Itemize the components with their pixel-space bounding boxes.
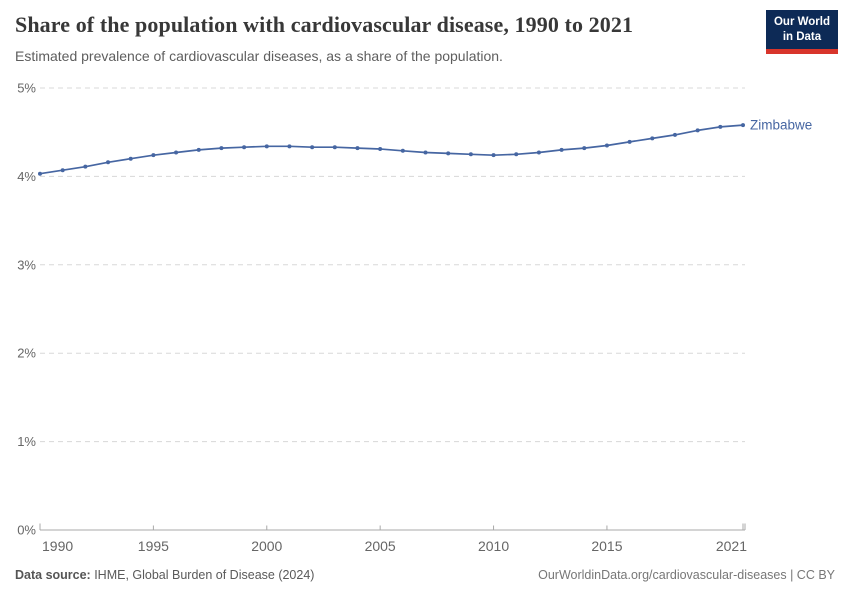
data-point-zimbabwe-2005[interactable]	[378, 146, 383, 151]
owid-logo-line2: in Data	[782, 30, 822, 43]
data-point-zimbabwe-1996[interactable]	[174, 150, 179, 155]
x-tick-label-1995: 1995	[138, 538, 169, 554]
data-point-zimbabwe-2018[interactable]	[672, 132, 677, 137]
x-tick-label-2021: 2021	[716, 538, 747, 554]
data-point-zimbabwe-2020[interactable]	[718, 124, 723, 129]
x-tick-label-2015: 2015	[591, 538, 622, 554]
data-source-label: Data source:	[15, 568, 91, 582]
owid-logo[interactable]: Our World in Data	[765, 10, 838, 54]
data-source-value: IHME, Global Burden of Disease (2024)	[90, 568, 315, 582]
data-point-zimbabwe-2017[interactable]	[650, 136, 655, 141]
data-point-zimbabwe-2002[interactable]	[310, 145, 315, 150]
series-line-zimbabwe[interactable]	[39, 124, 744, 175]
data-point-zimbabwe-1990[interactable]	[38, 171, 42, 176]
attribution-link[interactable]: OurWorldinData.org/cardiovascular-diseas…	[538, 568, 835, 582]
data-point-zimbabwe-2010[interactable]	[491, 153, 496, 158]
data-point-zimbabwe-1998[interactable]	[219, 146, 224, 151]
x-tick-label-1990: 1990	[42, 538, 73, 554]
chart-title: Share of the population with cardiovascu…	[15, 12, 634, 37]
data-point-zimbabwe-2019[interactable]	[695, 128, 700, 133]
y-tick-label-1%: 1%	[17, 434, 36, 449]
y-tick-label-4%: 4%	[17, 169, 36, 184]
y-tick-label-0%: 0%	[17, 523, 36, 538]
line-chart-canvas[interactable]: 0% 1% 2% 3% 4% 5% 1990 1995 2000 2005 2010 2015 2021…	[0, 0, 850, 560]
x-tick-label-2010: 2010	[478, 538, 509, 554]
data-point-zimbabwe-2016[interactable]	[627, 139, 632, 144]
y-tick-label-3%: 3%	[17, 257, 36, 272]
data-point-zimbabwe-2014[interactable]	[582, 146, 587, 151]
data-point-zimbabwe-2021[interactable]	[741, 123, 745, 128]
chart-header: Share of the population with cardiovascu…	[15, 12, 755, 66]
data-point-zimbabwe-2012[interactable]	[536, 150, 541, 155]
x-tick-label-2000: 2000	[251, 538, 282, 554]
data-source-note: Data source: IHME, Global Burden of Dise…	[15, 568, 314, 582]
chart-footer: Data source: IHME, Global Burden of Dise…	[15, 568, 835, 582]
data-point-zimbabwe-1997[interactable]	[196, 147, 201, 152]
data-point-zimbabwe-2003[interactable]	[332, 145, 337, 150]
data-point-zimbabwe-1994[interactable]	[128, 156, 133, 161]
owid-logo-line1: Our World	[773, 16, 830, 28]
chart-subtitle: Estimated prevalence of cardiovascular d…	[15, 48, 503, 65]
data-point-zimbabwe-1993[interactable]	[106, 160, 111, 165]
data-point-zimbabwe-1995[interactable]	[151, 153, 156, 158]
data-point-zimbabwe-2011[interactable]	[514, 152, 519, 157]
data-point-zimbabwe-2009[interactable]	[468, 152, 473, 157]
data-point-zimbabwe-1992[interactable]	[83, 164, 88, 169]
data-point-zimbabwe-2007[interactable]	[423, 150, 428, 155]
y-tick-label-5%: 5%	[17, 81, 36, 96]
data-point-zimbabwe-2001[interactable]	[287, 144, 292, 149]
x-tick-label-2005: 2005	[365, 538, 396, 554]
y-tick-label-2%: 2%	[17, 346, 36, 361]
data-point-zimbabwe-2000[interactable]	[264, 144, 269, 149]
data-point-zimbabwe-2006[interactable]	[400, 148, 405, 153]
data-point-zimbabwe-1999[interactable]	[242, 145, 247, 150]
data-point-zimbabwe-2004[interactable]	[355, 146, 360, 151]
data-point-zimbabwe-2013[interactable]	[559, 147, 564, 152]
series-label-zimbabwe[interactable]: Zimbabwe	[750, 118, 812, 133]
data-point-zimbabwe-2008[interactable]	[446, 151, 451, 156]
data-point-zimbabwe-1991[interactable]	[60, 168, 65, 173]
data-point-zimbabwe-2015[interactable]	[604, 143, 609, 148]
